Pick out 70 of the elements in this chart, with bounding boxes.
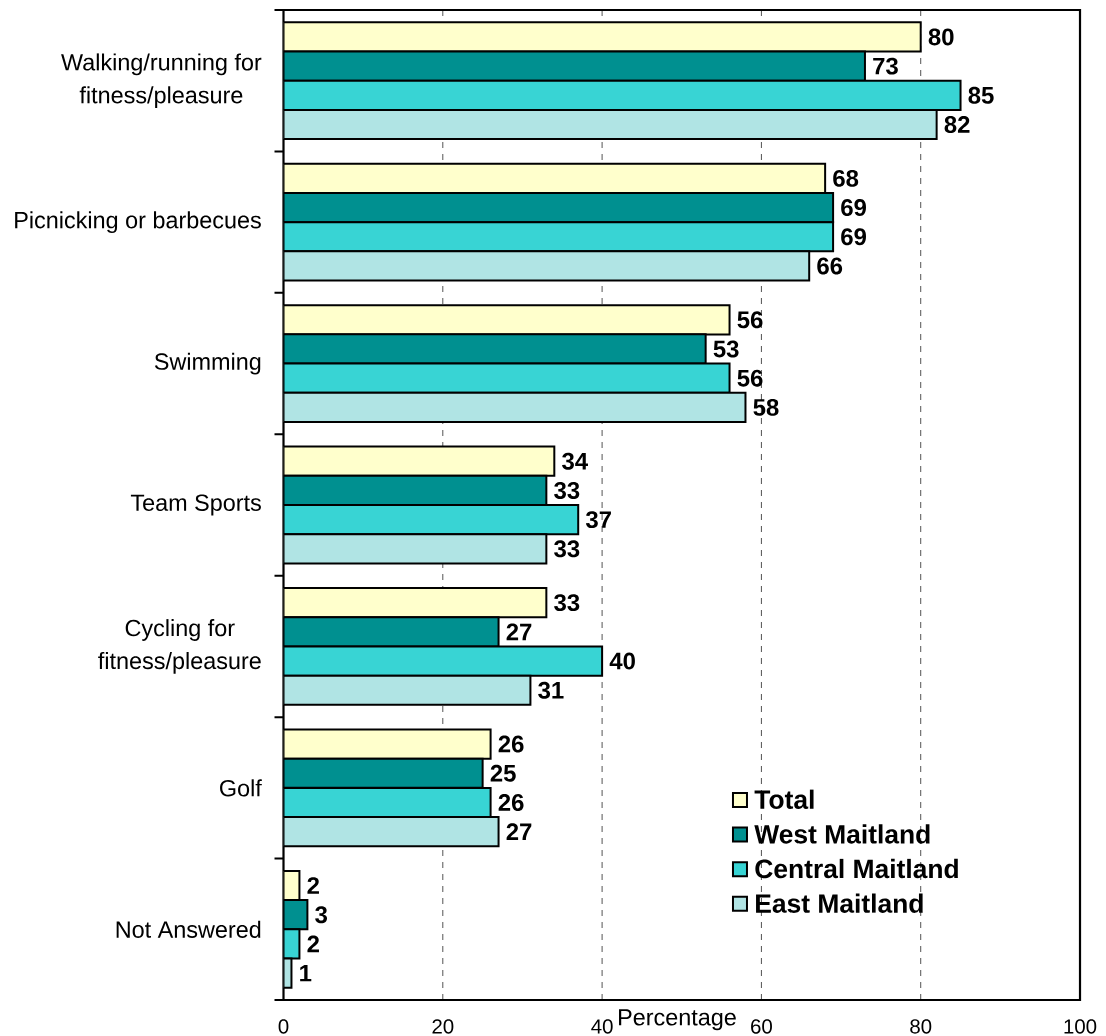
data-label: 33: [554, 594, 580, 612]
y-tick-label: Not Answered: [116, 920, 261, 938]
data-label: 2: [307, 935, 319, 953]
data-label: 69: [841, 199, 866, 217]
data-label: 2: [307, 877, 319, 894]
bar: [283, 786, 492, 819]
bar: [283, 587, 548, 619]
data-label: 56: [737, 311, 763, 329]
bar: [283, 445, 556, 477]
data-label: 26: [498, 735, 524, 753]
bar: [283, 79, 962, 111]
data-label: 31: [538, 681, 564, 699]
bar: [283, 504, 580, 536]
y-tick-label: Swimming: [154, 352, 261, 375]
bar: [283, 50, 866, 82]
bar: [283, 474, 548, 506]
bar: [283, 674, 532, 706]
data-label: 33: [554, 540, 580, 558]
x-tick-label: 100: [1064, 1019, 1097, 1034]
data-label: 33: [554, 481, 580, 499]
data-label: 66: [817, 257, 843, 275]
bar: [283, 533, 548, 565]
data-label: 82: [944, 116, 970, 133]
data-label: 69: [841, 228, 866, 246]
data-label: 80: [928, 28, 954, 46]
data-label: 34: [562, 452, 588, 470]
y-tick-label: Picnicking or barbecues: [15, 211, 261, 234]
x-tick-label: 20: [432, 1019, 454, 1034]
legend-label: East Maitland: [756, 893, 923, 913]
data-label: 40: [609, 652, 635, 670]
bar: [283, 645, 604, 677]
x-axis-title: Percentage: [619, 1009, 736, 1031]
bar: [283, 191, 835, 224]
bar: [283, 728, 492, 760]
data-label: 27: [506, 823, 532, 841]
legend-label: Central Maitland: [755, 858, 958, 879]
y-tick-label: Team Sports: [130, 494, 261, 516]
y-tick-label: Cycling for fitness/pleasure: [98, 619, 261, 674]
y-tick-label: Golf: [220, 779, 262, 797]
bar: [283, 221, 835, 253]
data-label: 27: [506, 623, 532, 641]
data-label: 37: [585, 511, 611, 529]
data-label: 56: [737, 369, 763, 387]
data-label: 3: [315, 906, 328, 924]
y-tick-label: Walking/running for fitness/pleasure: [61, 53, 262, 109]
legend-label: West Maitland: [754, 824, 930, 844]
x-tick-label: 40: [591, 1019, 613, 1034]
bar: [283, 757, 484, 789]
bar: [283, 108, 938, 141]
data-label: 53: [713, 340, 739, 358]
bar: [283, 816, 500, 848]
bar: [283, 616, 500, 648]
bar: [283, 250, 811, 282]
legend-label: Total: [754, 789, 814, 810]
data-label: 68: [833, 169, 859, 187]
data-label: 26: [498, 794, 524, 811]
bar: [283, 333, 707, 365]
x-tick-label: 80: [910, 1019, 932, 1034]
data-label: 25: [490, 764, 516, 782]
bar: [283, 391, 747, 423]
bar: [283, 304, 731, 336]
bar: [283, 362, 731, 394]
bar: [283, 21, 922, 53]
data-label: 73: [873, 57, 898, 75]
x-tick-label: 60: [751, 1019, 772, 1034]
data-label: 1: [300, 964, 312, 982]
bar: [283, 162, 827, 194]
data-label: 58: [753, 398, 779, 416]
x-tick-label: 0: [278, 1019, 289, 1034]
data-label: 85: [968, 86, 994, 104]
